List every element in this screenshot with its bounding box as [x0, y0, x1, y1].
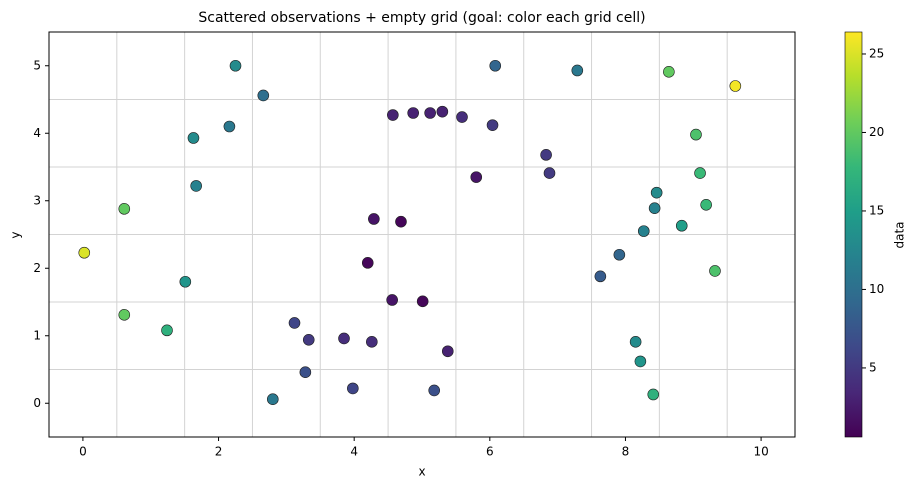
point — [366, 336, 378, 348]
x-tick-label: 6 — [486, 445, 494, 459]
point — [647, 388, 660, 401]
colorbar-tick-label: 25 — [869, 46, 884, 60]
point — [436, 105, 449, 118]
point — [650, 186, 663, 199]
y-axis-label: y — [9, 231, 23, 238]
point — [634, 355, 647, 368]
y-tick-label: 1 — [33, 328, 41, 342]
x-tick-label: 10 — [753, 445, 768, 459]
point — [118, 203, 131, 215]
x-tick-label: 4 — [350, 445, 358, 459]
point — [395, 215, 407, 228]
point — [407, 107, 419, 119]
point — [179, 275, 192, 288]
y-tick-label: 3 — [33, 193, 41, 207]
point — [540, 149, 552, 161]
chart-title: Scattered observations + empty grid (goa… — [198, 10, 645, 26]
point — [700, 199, 712, 211]
point — [428, 384, 441, 397]
point — [648, 202, 661, 214]
point — [257, 89, 270, 102]
point — [299, 366, 312, 379]
point — [456, 111, 468, 123]
point — [629, 336, 642, 348]
point — [190, 180, 202, 192]
point — [424, 107, 436, 119]
plot-frame — [48, 31, 796, 438]
point — [78, 246, 91, 259]
colorbar-tick-label: 10 — [869, 282, 884, 296]
y-tick-label: 4 — [33, 126, 41, 140]
colorbar-tick-label: 20 — [869, 125, 884, 139]
y-tick-label: 0 — [33, 396, 41, 410]
point — [416, 295, 429, 308]
point — [613, 248, 626, 261]
point — [347, 382, 359, 395]
y-tick-label: 5 — [33, 58, 41, 72]
point — [368, 213, 380, 225]
point — [571, 64, 584, 77]
point — [338, 332, 350, 345]
point — [361, 257, 374, 269]
point — [543, 167, 556, 179]
x-axis-label: x — [418, 465, 425, 479]
colorbar — [844, 31, 863, 438]
x-tick-label: 2 — [215, 445, 223, 459]
point — [729, 80, 742, 92]
point — [386, 294, 398, 306]
point — [690, 128, 702, 141]
x-tick-label: 0 — [79, 445, 87, 459]
point — [675, 219, 688, 232]
point — [229, 59, 242, 72]
point — [486, 119, 499, 131]
point — [161, 324, 173, 337]
point — [223, 120, 236, 133]
point — [594, 270, 607, 283]
point — [288, 317, 301, 329]
point — [302, 333, 315, 346]
point — [266, 393, 279, 406]
point — [489, 59, 502, 72]
point — [694, 167, 706, 179]
point — [637, 225, 650, 237]
colorbar-tick-label: 15 — [869, 203, 884, 217]
point — [441, 345, 454, 358]
point — [663, 66, 675, 78]
colorbar-tick-label: 5 — [869, 360, 877, 374]
colorbar-label: data — [893, 221, 907, 248]
point — [118, 309, 131, 321]
point — [187, 132, 200, 144]
y-tick-label: 2 — [33, 261, 41, 275]
point — [709, 265, 721, 277]
point — [387, 109, 399, 121]
point — [470, 171, 483, 183]
x-tick-label: 8 — [622, 445, 630, 459]
